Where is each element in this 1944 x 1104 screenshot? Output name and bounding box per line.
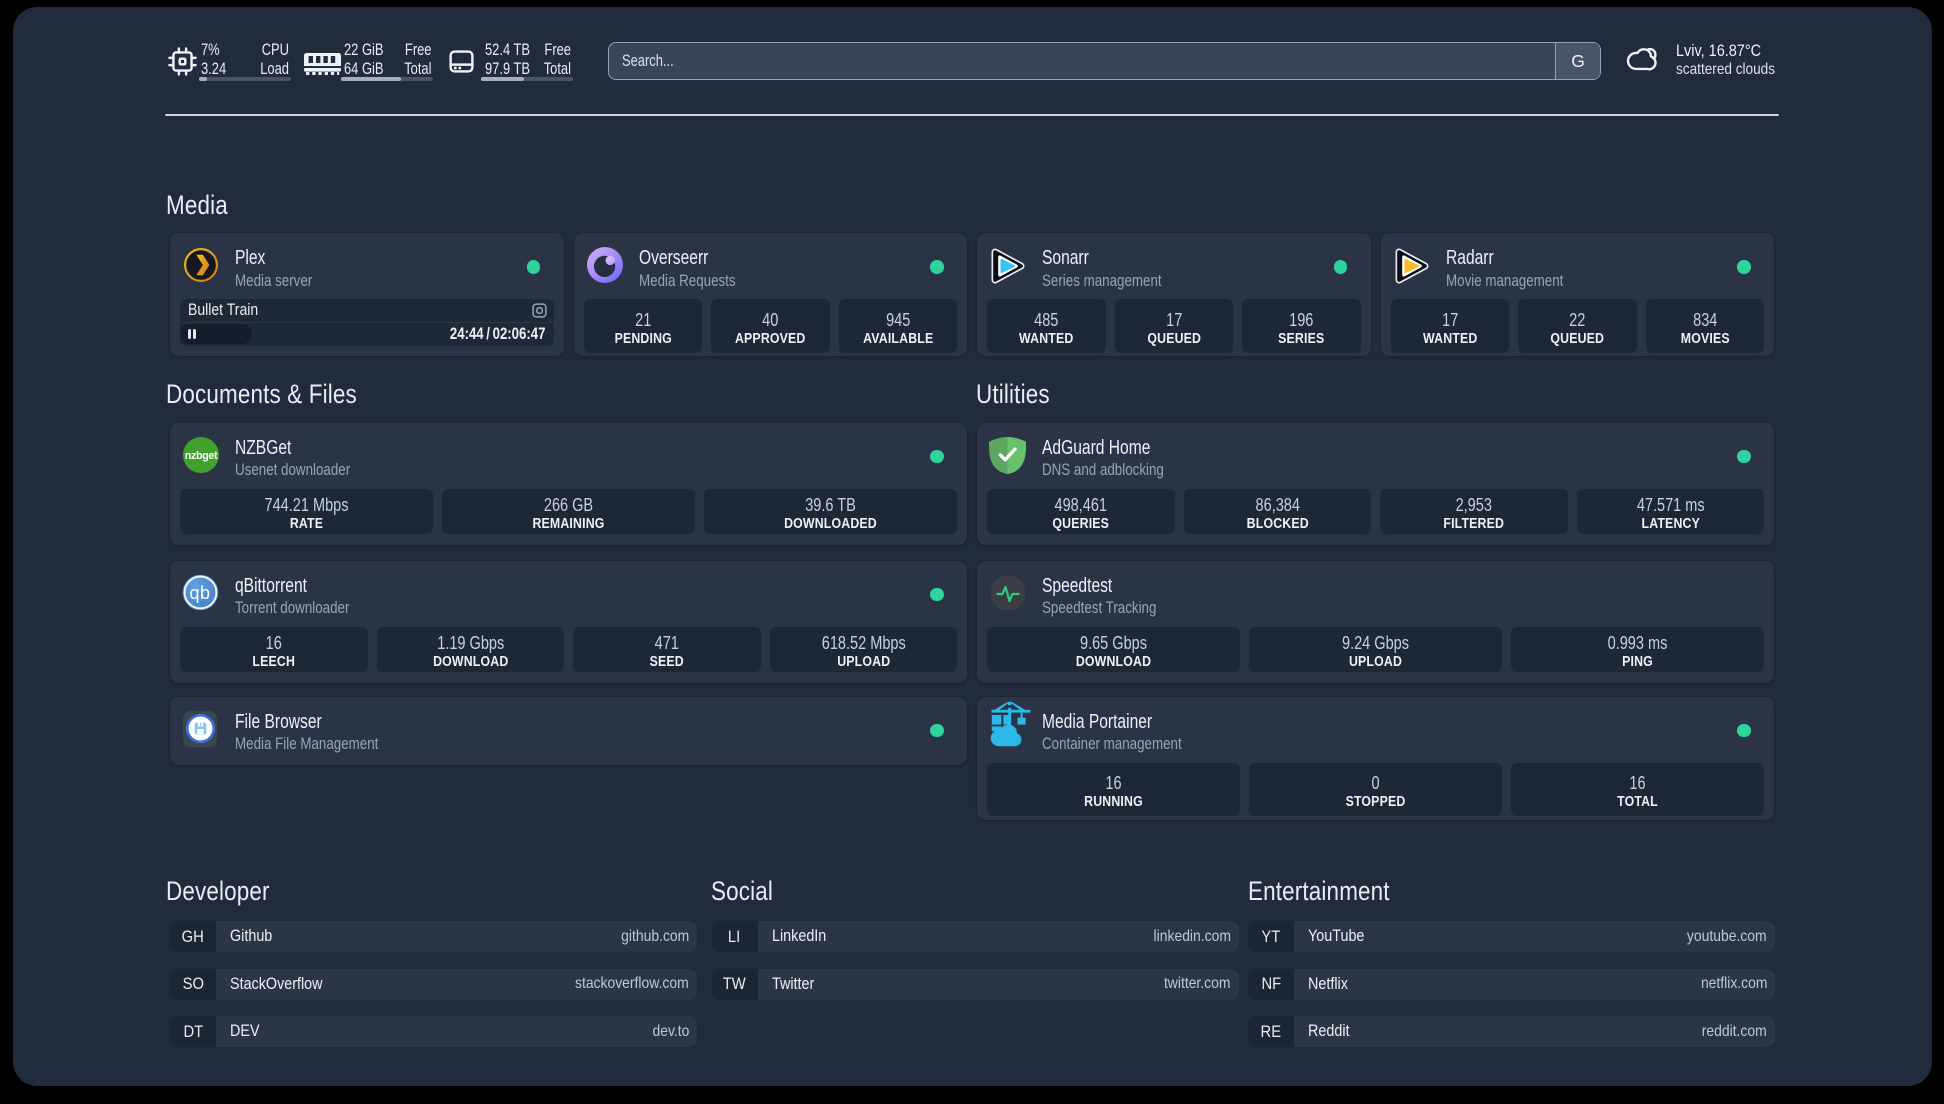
svg-text:qb: qb bbox=[189, 583, 210, 603]
svg-text:nzbget: nzbget bbox=[185, 450, 218, 462]
